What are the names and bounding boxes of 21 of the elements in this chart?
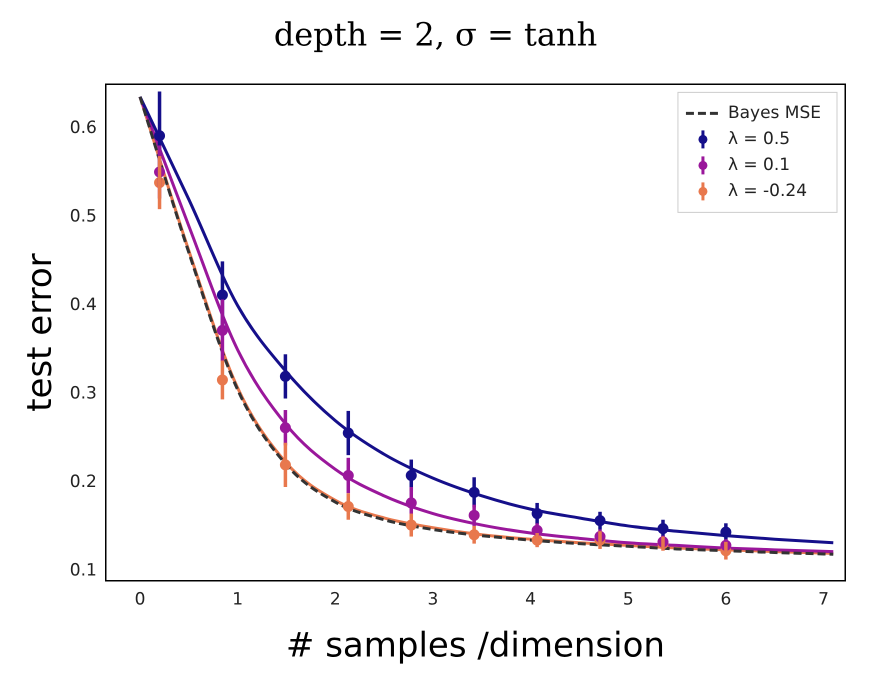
x-axis-title: # samples /dimension: [286, 625, 665, 666]
y-tick-label: 0.2: [70, 472, 97, 492]
y-tick-label: 0.3: [70, 384, 97, 404]
legend-label: λ = 0.1: [728, 154, 790, 175]
x-tick-label: 7: [818, 589, 829, 610]
x-tick-label: 2: [330, 589, 341, 610]
y-tick-label: 0.4: [70, 295, 97, 316]
x-tick-label: 3: [428, 589, 438, 610]
x-tick-label: 0: [134, 589, 146, 610]
y-axis-title: test error: [20, 253, 60, 412]
legend-label: Bayes MSE: [728, 102, 821, 123]
chart-title: depth = 2, σ = tanh: [274, 16, 598, 54]
x-tick-label: 1: [232, 589, 244, 610]
y-tick-label: 0.5: [70, 206, 97, 227]
legend-label: λ = 0.5: [728, 128, 790, 149]
legend-label: λ = -0.24: [728, 180, 808, 201]
y-tick-label: 0.6: [70, 118, 97, 138]
x-tick-label: 5: [622, 589, 634, 610]
x-tick-label: 6: [720, 589, 732, 610]
x-tick-label: 4: [525, 589, 536, 610]
y-tick-label: 0.1: [70, 560, 97, 580]
